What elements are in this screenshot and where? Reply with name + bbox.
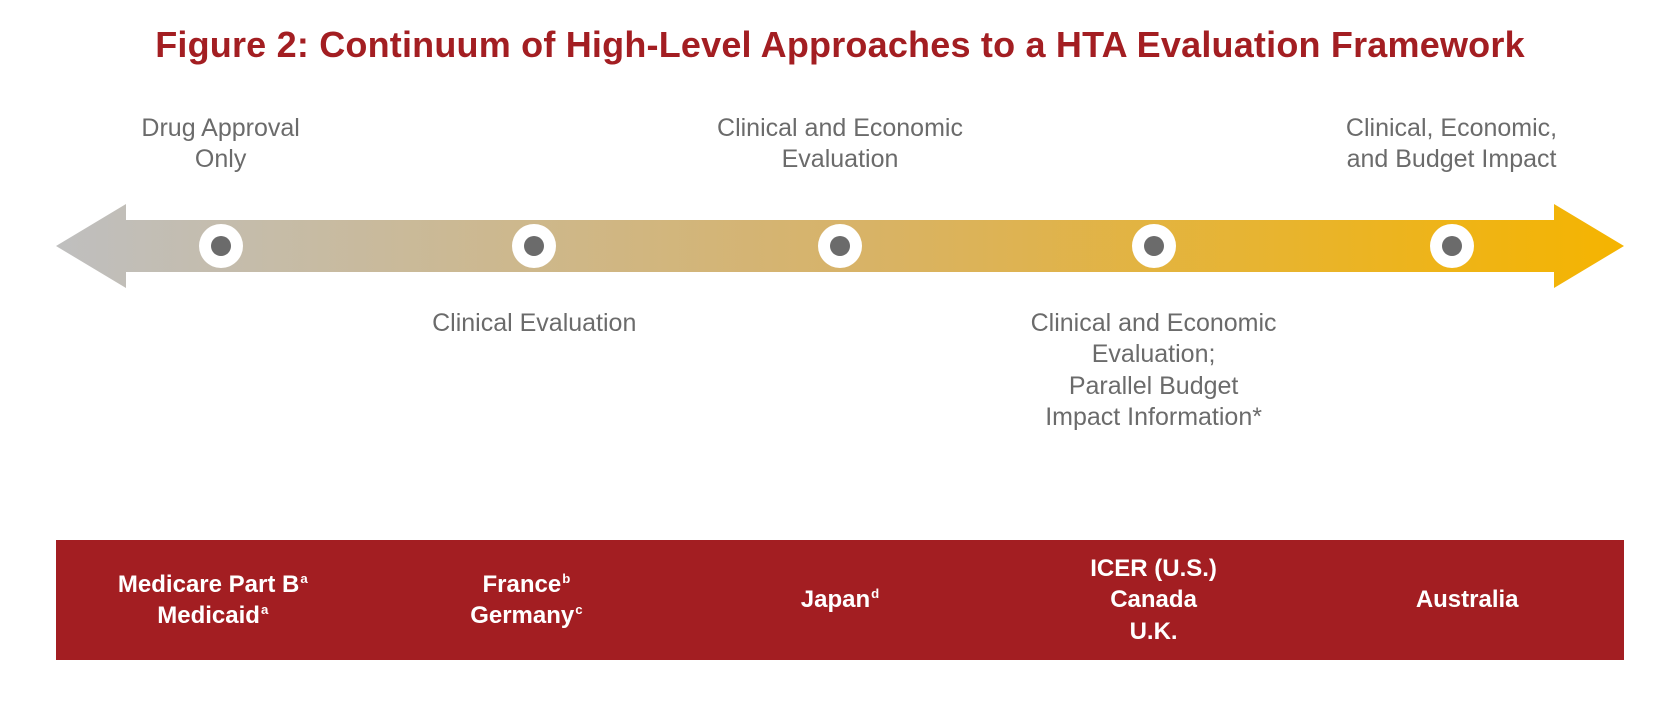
continuum-arrow [56,204,1624,288]
figure-title: Figure 2: Continuum of High-Level Approa… [0,24,1680,66]
country-col-au: Australia [1310,584,1624,615]
stage-dot-clin-econ-budget [1132,224,1176,268]
country-col-fr-de: FrancebGermanyc [370,569,684,631]
stage-label-clin-econ-budget: Clinical and EconomicEvaluation;Parallel… [944,308,1364,433]
country-bar: Medicare Part BaMedicaidaFrancebGermanyc… [56,540,1624,660]
stage-label-drug-approval: Drug ApprovalOnly [91,113,351,176]
stage-label-clin-econ-budget2: Clinical, Economic,and Budget Impact [1272,113,1632,176]
stage-dot-drug-approval [199,224,243,268]
country-col-us-partb: Medicare Part BaMedicaida [56,569,370,631]
stage-dot-clin-econ-budget2 [1430,224,1474,268]
stage-label-clin-econ: Clinical and EconomicEvaluation [630,113,1050,176]
country-col-jp: Japand [683,584,997,615]
stage-label-clinical-eval: Clinical Evaluation [374,308,694,339]
stage-dot-clin-econ [818,224,862,268]
country-col-icer-ca-uk: ICER (U.S.)CanadaU.K. [997,553,1311,647]
stage-dot-clinical-eval [512,224,556,268]
